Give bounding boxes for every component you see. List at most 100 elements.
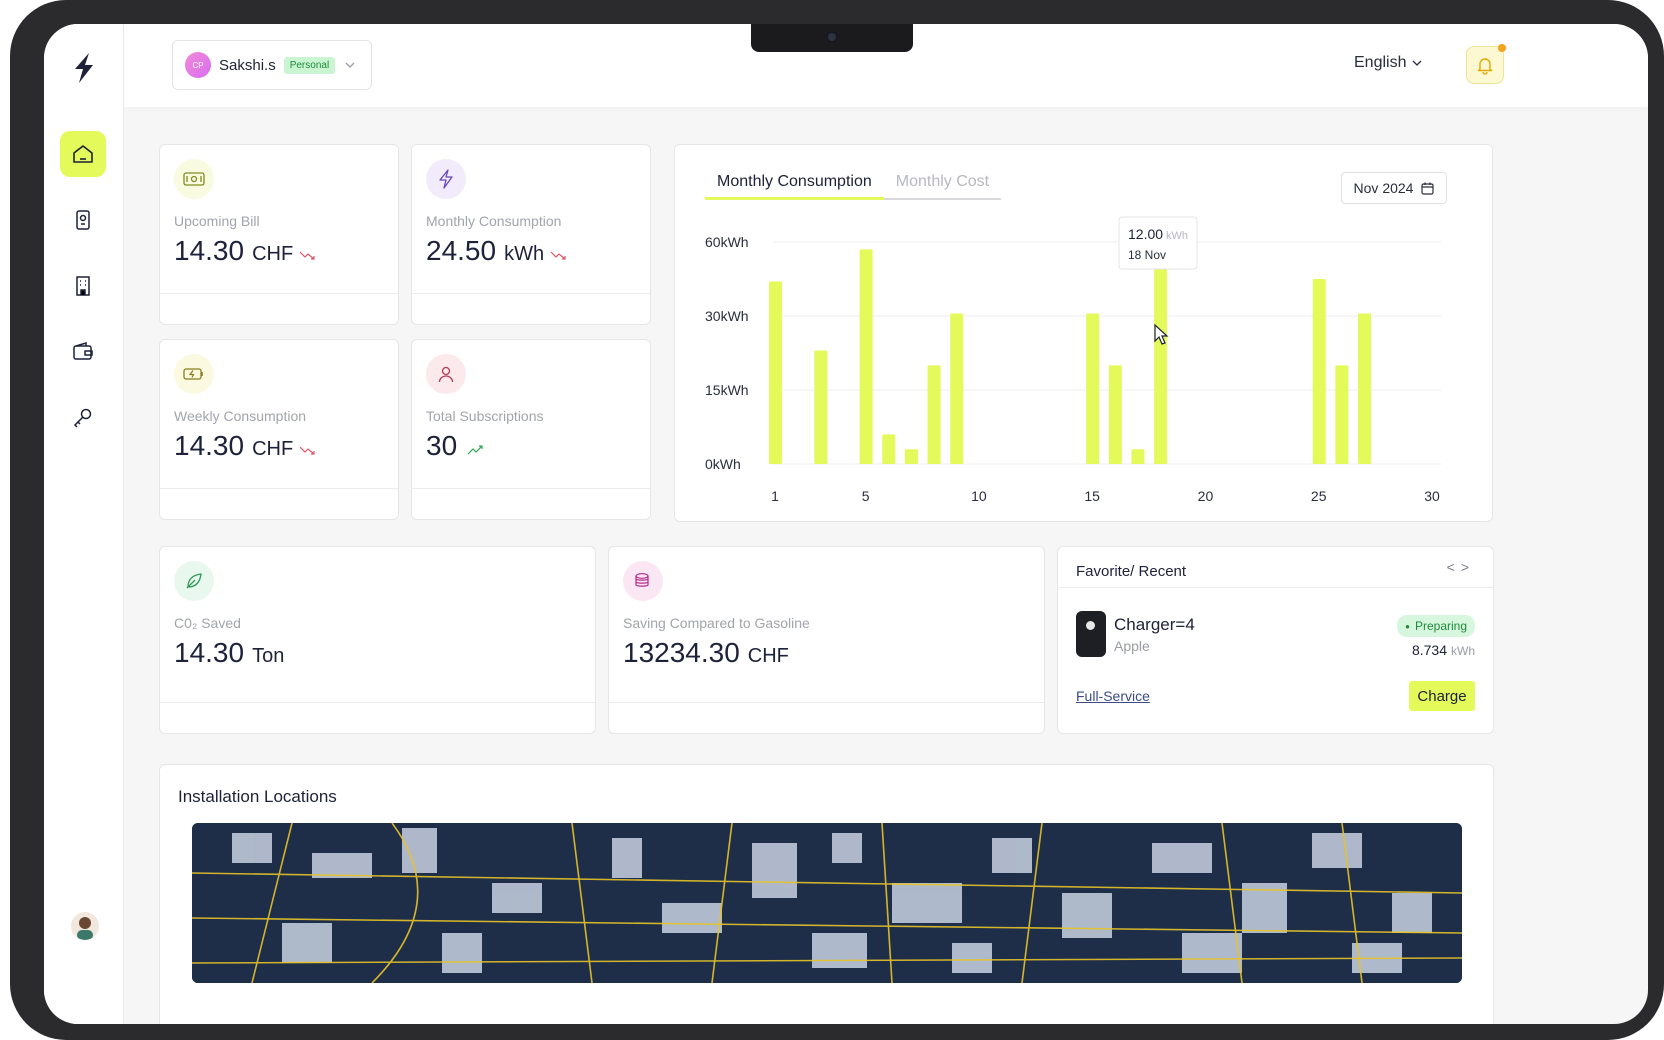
bill-icon [174, 159, 214, 199]
chart-tooltip [1118, 216, 1198, 270]
building-icon [76, 276, 90, 296]
tab-monthly-consumption[interactable]: Monthly Consumption [705, 173, 884, 200]
account-name: Sakshi.s [219, 56, 276, 74]
chart-bar [769, 281, 782, 464]
stat-value: 24.50 kWh [426, 235, 568, 267]
key-icon [73, 408, 92, 428]
chart-bar [1358, 313, 1372, 464]
stat-label: Total Subscriptions [426, 408, 544, 424]
stat-card-weekly-consumption: Weekly Consumption 14.30 CHF [159, 339, 399, 520]
chevron-down-icon [1413, 60, 1422, 66]
notification-dot [1498, 44, 1506, 52]
tooltip-value: 12.00 [1128, 226, 1163, 242]
consumption-chart-card: Monthly Consumption Monthly Cost Nov 202… [674, 144, 1493, 522]
account-type-badge: Personal [283, 56, 336, 74]
camera-icon [826, 31, 838, 43]
coins-icon [623, 561, 663, 601]
chart-bar [1086, 313, 1100, 464]
charger-brand: Apple [1114, 638, 1150, 654]
charger-name: Charger=4 [1114, 615, 1195, 634]
stat-card-gasoline-saving: Saving Compared to Gasoline 13234.30 CHF [608, 546, 1045, 734]
stat-value: 14.30 CHF [174, 235, 317, 267]
notifications-button[interactable] [1466, 44, 1506, 84]
chart-bar [950, 313, 964, 464]
wallet-icon [73, 341, 93, 360]
stat-label: Saving Compared to Gasoline [623, 615, 810, 631]
language-selector[interactable]: English [1354, 54, 1422, 72]
stat-value: 14.30 CHF [174, 430, 317, 462]
screen: CP Sakshi.s Personal English Upcoming Bi… [44, 24, 1648, 1024]
stat-value: 14.30 Ton [174, 637, 285, 668]
chevron-left-icon[interactable]: < [1446, 559, 1461, 575]
sidebar [44, 24, 124, 1024]
charge-button[interactable]: Charge [1409, 681, 1475, 711]
user-avatar[interactable] [71, 912, 99, 940]
month-picker[interactable]: Nov 2024 [1341, 172, 1447, 204]
stat-label: Upcoming Bill [174, 213, 260, 229]
card-divider [412, 488, 650, 489]
charger-energy: 8.734 kWh [1411, 642, 1475, 658]
charger-icon [1076, 611, 1106, 657]
account-switcher[interactable]: CP Sakshi.s Personal [172, 40, 372, 90]
nav-wallet[interactable] [60, 329, 106, 375]
month-picker-value: Nov 2024 [1353, 180, 1414, 196]
card-divider [160, 702, 595, 703]
chart-bar [814, 350, 828, 464]
nav-home[interactable] [60, 131, 106, 177]
brand-logo[interactable] [69, 51, 99, 85]
stat-value: 13234.30 CHF [623, 637, 789, 668]
card-divider [160, 488, 398, 489]
card-divider [160, 293, 398, 294]
cursor-hand-icon [1154, 323, 1169, 345]
x-tick-label: 30 [1424, 488, 1440, 504]
stat-card-co2-saved: C0₂ Saved 14.30 Ton [159, 546, 596, 734]
language-label: English [1354, 54, 1407, 71]
battery-icon [174, 354, 214, 394]
favorite-pager[interactable]: <> [1447, 559, 1475, 575]
trend-down-icon [299, 446, 315, 455]
favorite-recent-card: Favorite/ Recent <> Charger=4 Apple Prep… [1057, 546, 1494, 734]
stat-card-monthly-consumption: Monthly Consumption 24.50 kWh [411, 144, 651, 325]
tooltip-date: 18 Nov [1128, 248, 1166, 262]
nav-key[interactable] [60, 395, 106, 441]
x-tick-label: 5 [862, 488, 870, 504]
card-divider [412, 293, 650, 294]
y-tick-label: 60kWh [705, 234, 749, 250]
nav-building[interactable] [60, 263, 106, 309]
stat-card-total-subscriptions: Total Subscriptions 30 [411, 339, 651, 520]
locations-title: Installation Locations [178, 787, 337, 806]
x-tick-label: 10 [971, 488, 987, 504]
tab-monthly-cost[interactable]: Monthly Cost [883, 173, 1002, 200]
chart-bar [927, 365, 941, 464]
chevron-down-icon [345, 62, 355, 68]
stat-label: C0₂ Saved [174, 615, 241, 631]
y-tick-label: 30kWh [705, 308, 749, 324]
chart-bar [904, 449, 918, 464]
trend-down-icon [550, 251, 566, 260]
status-badge: Preparing [1397, 615, 1475, 637]
lightning-icon [426, 159, 466, 199]
x-tick-label: 1 [771, 488, 779, 504]
card-divider [609, 702, 1044, 703]
nav-device[interactable] [60, 197, 106, 243]
stat-label: Weekly Consumption [174, 408, 307, 424]
installation-locations-card: Installation Locations [159, 764, 1494, 1024]
device-frame: CP Sakshi.s Personal English Upcoming Bi… [10, 0, 1664, 1040]
chart-bar [1335, 365, 1349, 464]
favorite-title: Favorite/ Recent [1076, 563, 1187, 580]
chart-bar [1108, 365, 1122, 464]
device-icon [76, 210, 90, 230]
home-icon [73, 145, 93, 163]
chart-bar [1312, 279, 1326, 464]
chart-bar [1154, 266, 1168, 464]
account-avatar: CP [185, 52, 211, 78]
trend-up-icon [467, 445, 483, 455]
chevron-right-icon[interactable]: > [1460, 559, 1475, 575]
leaf-icon [174, 561, 214, 601]
x-tick-label: 20 [1198, 488, 1214, 504]
user-icon [426, 354, 466, 394]
map-image [192, 823, 1462, 983]
locations-map[interactable] [192, 823, 1462, 983]
full-service-link[interactable]: Full-Service [1076, 688, 1150, 704]
